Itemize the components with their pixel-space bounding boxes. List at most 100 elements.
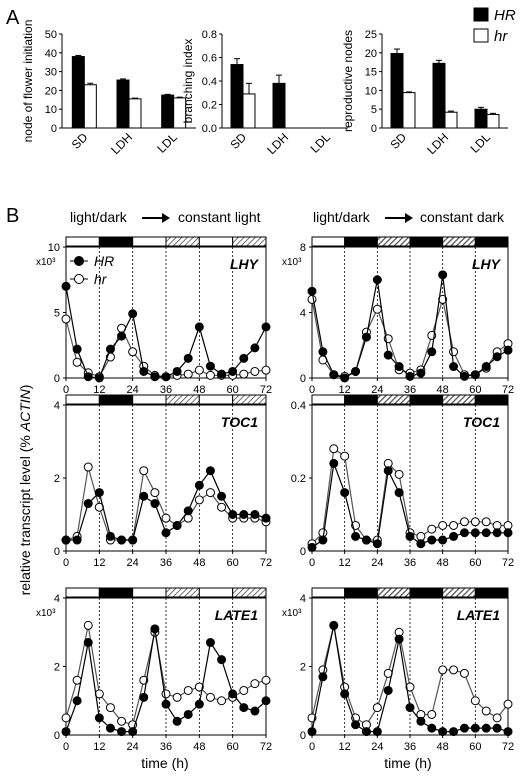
condition-header-left: light/dark constant light: [70, 209, 261, 225]
photoperiod-light: [311, 394, 346, 405]
photoperiod-light: [65, 236, 100, 247]
data-point-HR: [427, 535, 437, 545]
x-tick-label: 36: [404, 741, 416, 753]
photoperiod-dark: [98, 394, 134, 405]
data-point-HR: [94, 488, 104, 498]
data-point-HR: [372, 727, 382, 737]
line-chart-4: 0 0.2 0.4 0 12 24 36 48 60 72 TOC1: [291, 394, 514, 569]
data-point-HR: [351, 366, 361, 376]
legend-hr-label: HR: [494, 7, 516, 24]
gene-title: LHY: [230, 256, 260, 272]
data-point-hr: [372, 703, 382, 713]
data-point-HR: [449, 362, 459, 372]
data-point-HR: [329, 370, 339, 380]
x-tick-label: 12: [339, 741, 351, 753]
data-point-HR: [383, 466, 393, 476]
data-point-hr: [161, 513, 171, 523]
line-chart-1: 0 5 10 x10³ 0 12 24 36 48 60 72 LHY HR hr: [36, 236, 272, 396]
y-tick-label: 4: [54, 400, 60, 412]
data-point-HR: [449, 531, 459, 541]
x-tick-label: 24: [371, 384, 383, 396]
x-tick-label: 48: [437, 384, 449, 396]
data-point-hr: [83, 462, 93, 472]
y-tick-label: 0.0: [202, 123, 217, 135]
data-point-HR: [261, 322, 271, 332]
x-tick-label: 0: [309, 384, 315, 396]
bar-hr-LDL: [486, 113, 500, 129]
data-point-HR: [105, 344, 115, 354]
data-point-hr: [117, 716, 127, 726]
data-point-hr: [307, 294, 317, 304]
category-label-LDH: LDH: [108, 130, 135, 157]
data-point-HR: [503, 528, 513, 538]
x-tick-label: 60: [469, 384, 481, 396]
x-tick-label: 24: [127, 557, 139, 569]
data-point-hr: [128, 347, 138, 357]
data-point-HR: [94, 713, 104, 723]
data-point-HR: [307, 286, 317, 296]
photoperiod-subjective-light: [376, 236, 411, 247]
data-point-HR: [105, 531, 115, 541]
data-point-HR: [228, 689, 238, 699]
data-point-hr: [438, 665, 448, 675]
data-point-hr: [217, 502, 227, 512]
data-point-HR: [261, 513, 271, 523]
y-tick-label: 50: [45, 29, 57, 41]
x-tick-label: 12: [339, 384, 351, 396]
y-tick-label: 0: [300, 546, 306, 558]
photoperiod-subjective-dark: [232, 394, 267, 405]
y-tick-label: 15: [365, 67, 377, 79]
data-point-HR: [372, 275, 382, 285]
x-tick-label: 0: [63, 384, 69, 396]
x-tick-label: 48: [193, 741, 205, 753]
data-point-HR: [261, 696, 271, 706]
photoperiod-light: [65, 587, 100, 598]
x-tick-label: 0: [309, 557, 315, 569]
condition-left-before: light/dark: [70, 209, 128, 225]
bar-hr-LDH: [444, 111, 458, 129]
data-point-HR: [94, 373, 104, 383]
legend-hr-mutant-label: hr: [494, 28, 508, 45]
data-point-HR: [117, 331, 127, 341]
condition-left-after: constant light: [178, 209, 261, 225]
x-tick-label: 0: [309, 741, 315, 753]
x-tick-label: 36: [160, 384, 172, 396]
condition-right-arrowhead: [405, 213, 413, 223]
x-tick-label: 60: [469, 741, 481, 753]
bar-HR-LDH: [116, 79, 130, 129]
data-point-HR: [492, 352, 502, 362]
category-label-LDH: LDH: [424, 130, 451, 157]
data-point-HR: [329, 620, 339, 630]
y-tick-label: 8: [300, 242, 306, 254]
data-point-hr: [470, 517, 480, 527]
y-tick-label: 5: [371, 104, 377, 116]
y-multiplier: x10³: [36, 608, 56, 619]
data-point-HR: [217, 491, 227, 501]
category-label-SD: SD: [387, 130, 409, 152]
photoperiod-dark: [344, 587, 378, 598]
data-point-HR: [372, 539, 382, 549]
x-tick-label: 12: [339, 557, 351, 569]
data-point-HR: [250, 510, 260, 519]
data-point-HR: [405, 703, 415, 713]
x-tick-label: 24: [127, 741, 139, 753]
bar-legend: HR hr: [473, 7, 516, 45]
x-axis-label-left: time (h): [141, 755, 188, 771]
data-point-hr: [329, 444, 339, 454]
data-point-HR: [492, 528, 502, 538]
data-point-HR: [72, 344, 82, 354]
data-point-hr: [205, 692, 215, 702]
data-point-HR: [361, 535, 371, 545]
bar-chart-1: 0 10 20 30 40 50 node of flower initiation SD LD…: [21, 20, 196, 157]
x-tick-label: 12: [93, 384, 105, 396]
data-point-HR: [394, 362, 404, 372]
y-tick-label: 0.2: [202, 100, 217, 112]
data-point-HR: [318, 672, 328, 682]
bar-HR-LDL: [474, 108, 488, 129]
y-axis-label: node of flower initiation: [21, 20, 35, 143]
x-tick-label: 72: [260, 384, 272, 396]
data-point-HR: [194, 699, 204, 709]
